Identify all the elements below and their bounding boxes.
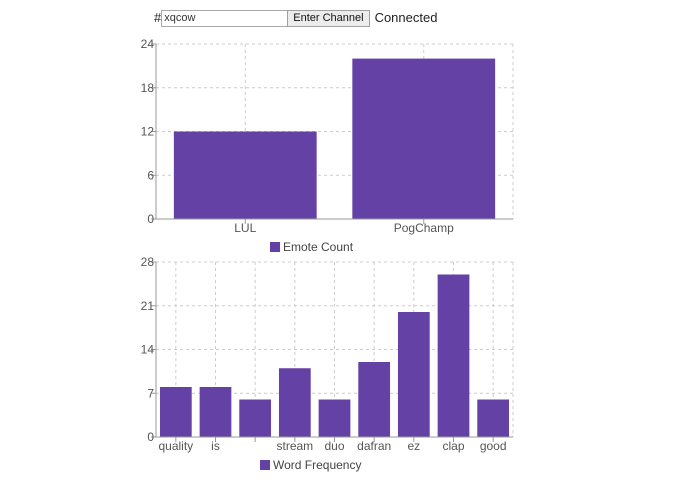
word-bar-dafran	[358, 362, 391, 437]
word-bar-is	[199, 387, 232, 437]
emote-ytick-label: 0	[147, 212, 154, 226]
connection-status: Connected	[374, 10, 438, 25]
word-xtick-label: stream	[276, 439, 313, 453]
emote-ytick-label: 24	[141, 37, 155, 51]
word-legend-swatch	[260, 460, 270, 470]
word-chart-group: 0 7 14 21 28 quality is stream duo dafran ez clap go…	[141, 255, 514, 472]
word-xtick-label: clap	[442, 439, 464, 453]
word-bar-duo	[318, 399, 351, 437]
word-legend-label: Word Frequency	[273, 458, 361, 472]
emote-ytick-label: 12	[141, 125, 155, 139]
word-bar-quality	[159, 387, 192, 437]
word-xtick-label: quality	[158, 439, 193, 453]
emote-legend-label: Emote Count	[283, 240, 354, 254]
emote-bar-PogChamp	[352, 58, 496, 220]
word-ytick-label: 14	[141, 343, 155, 357]
word-bar-stream	[278, 368, 311, 437]
emote-bar-LUL	[173, 131, 317, 219]
word-bar-ez	[397, 312, 430, 437]
emote-ytick-label: 6	[147, 168, 154, 182]
word-xtick-label: ez	[407, 439, 420, 453]
word-xtick-label: dafran	[357, 439, 391, 453]
word-ytick-label: 28	[141, 255, 155, 269]
word-bar-blank	[239, 399, 272, 437]
emote-xtick-label: PogChamp	[394, 221, 454, 235]
channel-controls: # Enter Channel Connected	[154, 9, 437, 27]
word-ytick-label: 0	[147, 430, 154, 444]
word-bar-clap	[437, 274, 470, 437]
emote-xtick-label: LUL	[234, 221, 256, 235]
emote-ytick-label: 18	[141, 81, 155, 95]
word-xtick-label: duo	[324, 439, 344, 453]
word-xtick-label: good	[480, 439, 507, 453]
emote-chart-group: 0 6 12 18 24 LUL PogChamp Emote Count	[141, 37, 514, 254]
hash-prefix: #	[154, 10, 162, 25]
word-ytick-label: 21	[141, 299, 155, 313]
channel-input[interactable]	[161, 9, 289, 27]
word-xtick-label: is	[211, 439, 220, 453]
emote-legend-swatch	[270, 242, 280, 252]
word-ytick-label: 7	[147, 386, 154, 400]
word-bar-good	[477, 399, 510, 437]
enter-channel-button[interactable]: Enter Channel	[287, 9, 370, 27]
